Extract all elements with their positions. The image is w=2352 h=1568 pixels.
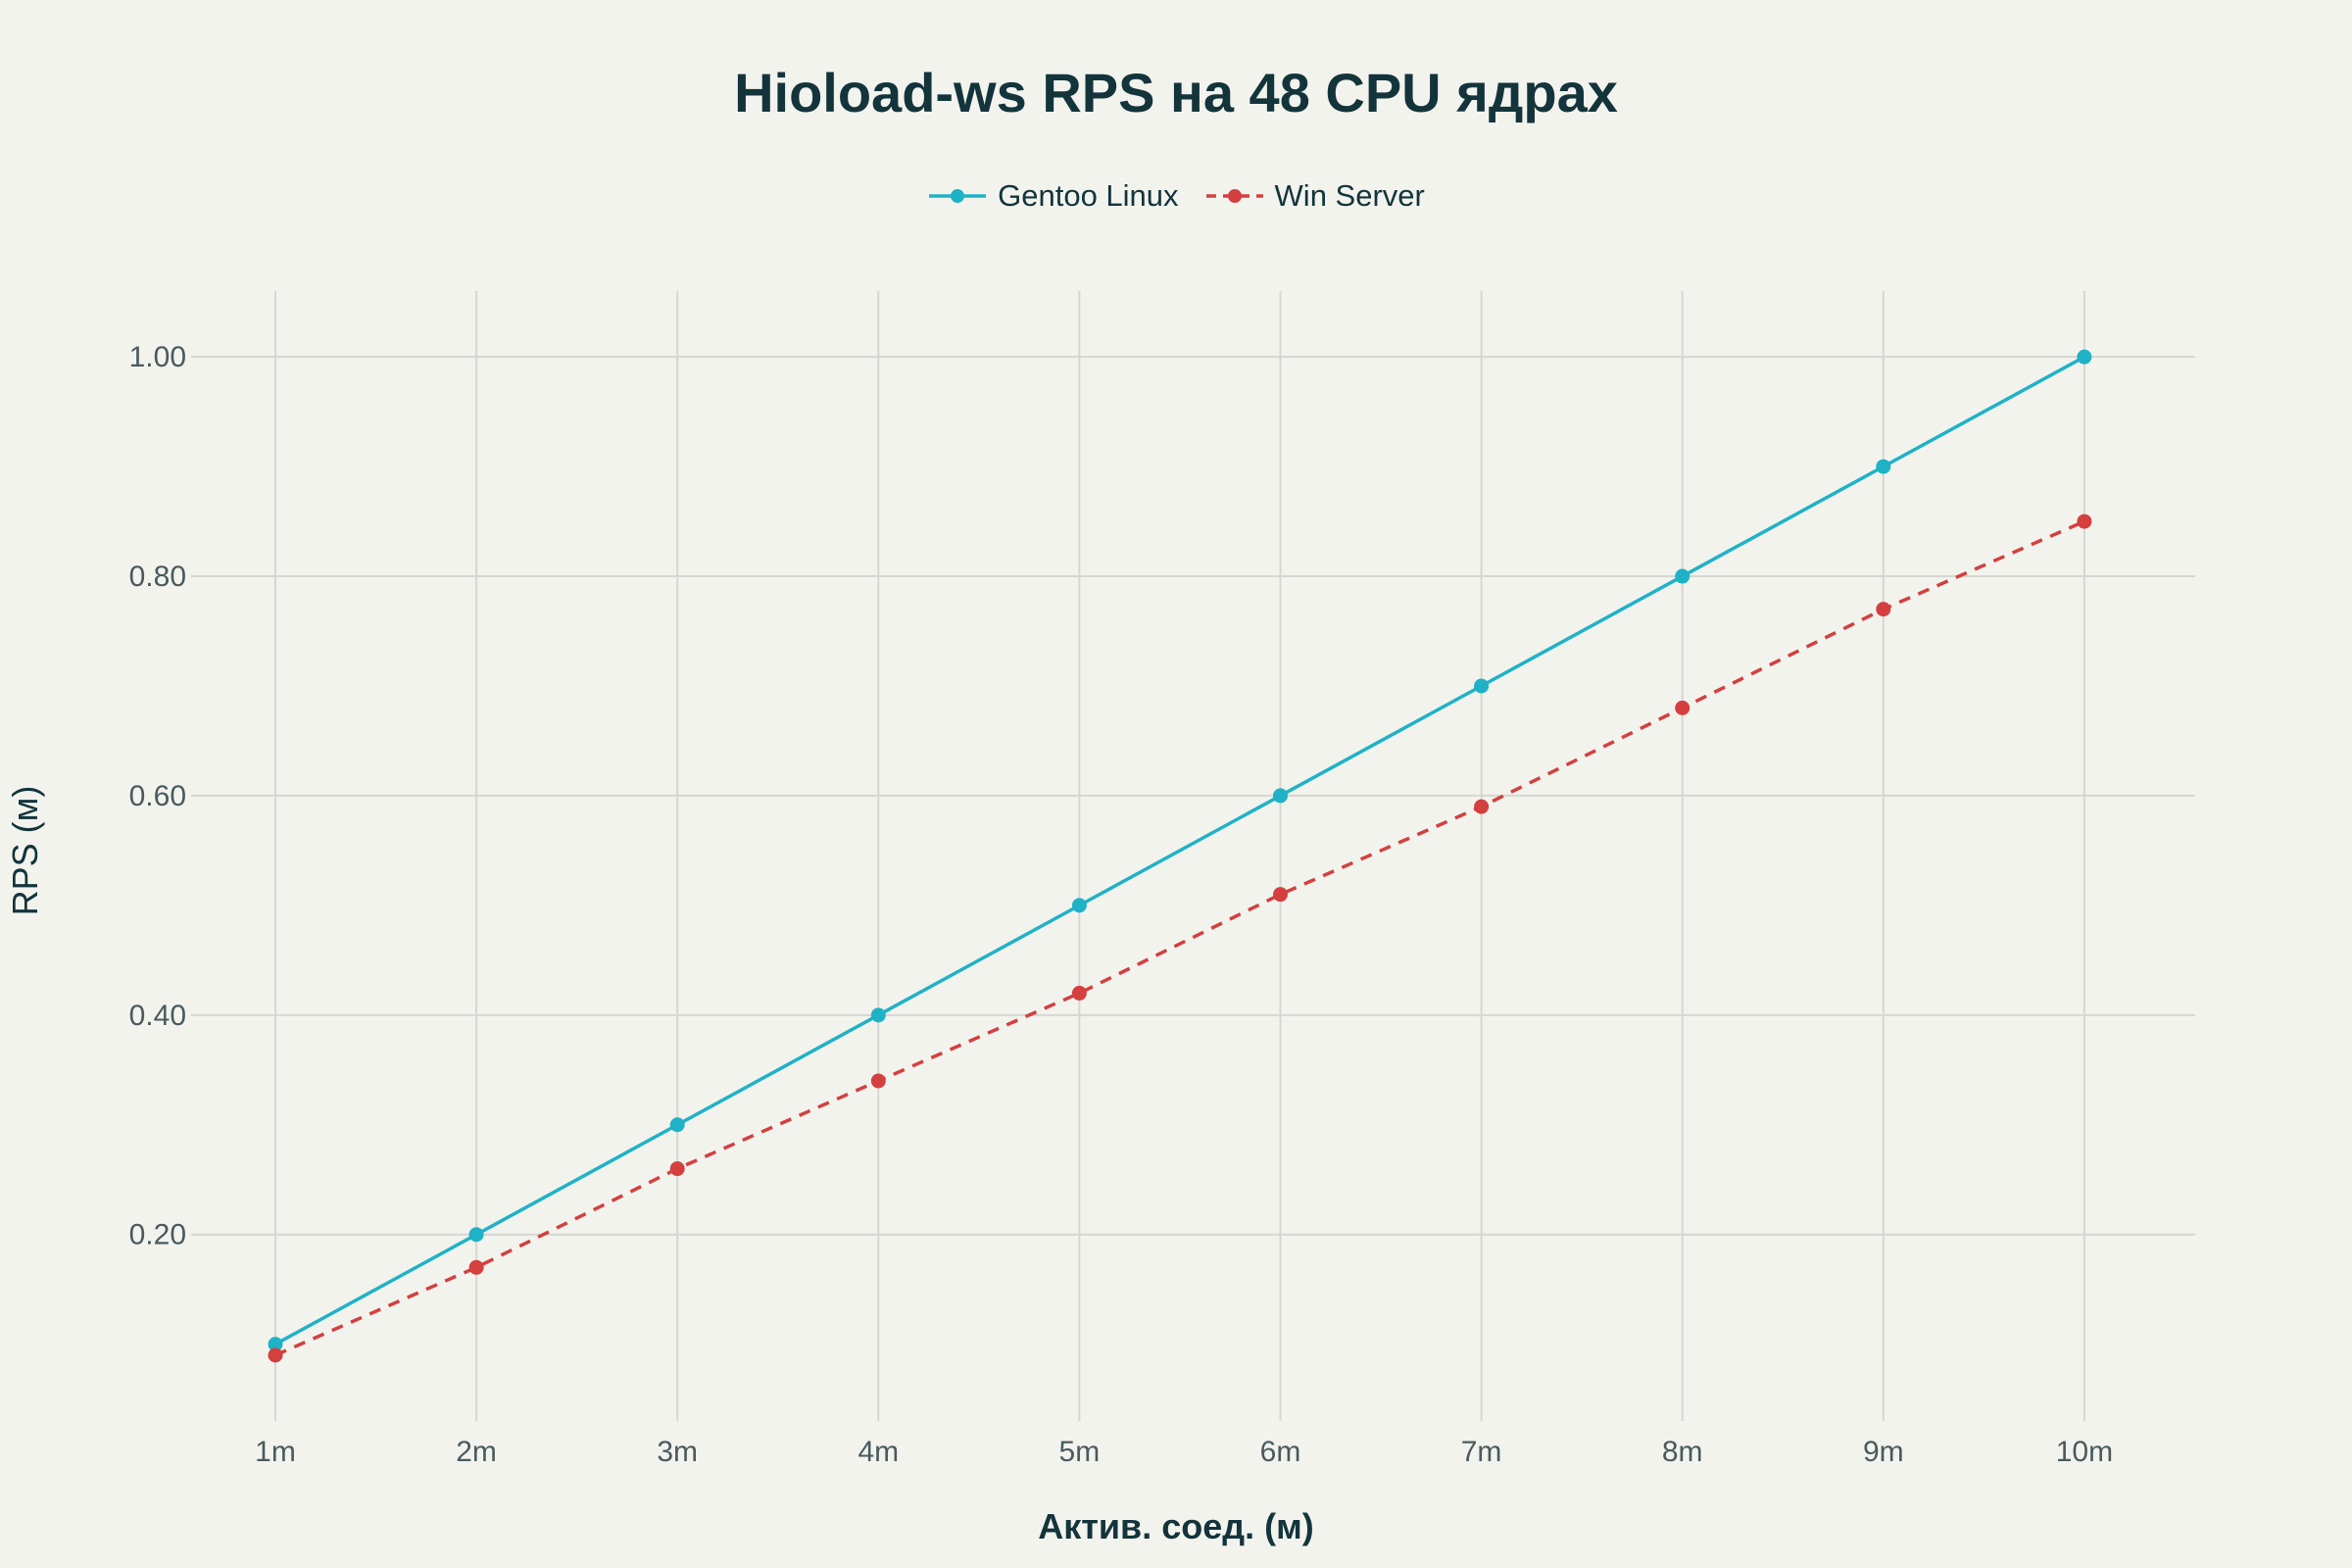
data-point-win-server	[268, 1348, 283, 1363]
y-tick-label: 0.20	[129, 1219, 186, 1251]
y-tick-label: 0.80	[129, 561, 186, 593]
legend-label-gentoo-linux: Gentoo Linux	[998, 178, 1179, 213]
chart-title: Hioload-ws RPS на 48 CPU ядрах	[734, 62, 1618, 123]
x-tick-label: 7m	[1461, 1436, 1502, 1468]
legend-swatch-win-server	[1205, 189, 1263, 203]
x-tick-label: 1m	[255, 1436, 296, 1468]
data-point-gentoo-linux	[1071, 898, 1087, 913]
data-point-win-server	[1876, 602, 1891, 617]
legend-item-win-server[interactable]: Win Server	[1204, 178, 1425, 214]
data-point-win-server	[870, 1073, 886, 1089]
legend-swatch-gentoo-linux	[929, 189, 987, 203]
data-point-gentoo-linux	[1675, 568, 1690, 584]
grid-layer	[191, 291, 2195, 1421]
x-axis-title: Актив. соед. (м)	[1038, 1506, 1314, 1546]
tick-layer: 1m 2m 3m 4m 5m 6m 7m 8m 9m 10m 0.20 0.40 0.60 0.80 1.0…	[129, 341, 2113, 1468]
data-point-win-server	[1675, 700, 1690, 715]
x-tick-label: 10m	[2056, 1436, 2113, 1468]
x-tick-label: 3m	[657, 1436, 698, 1468]
y-tick-label: 0.40	[129, 1000, 186, 1032]
data-point-gentoo-linux	[468, 1227, 484, 1243]
x-tick-label: 8m	[1662, 1436, 1703, 1468]
data-point-win-server	[2077, 514, 2092, 529]
y-tick-label: 1.00	[129, 341, 186, 373]
data-point-gentoo-linux	[870, 1007, 886, 1023]
x-tick-label: 6m	[1260, 1436, 1301, 1468]
data-point-gentoo-linux	[669, 1117, 685, 1133]
series-layer	[268, 349, 2092, 1363]
data-point-gentoo-linux	[1876, 459, 1891, 474]
data-point-win-server	[468, 1259, 484, 1275]
x-tick-label: 4m	[858, 1436, 899, 1468]
data-point-win-server	[1474, 799, 1490, 814]
y-tick-label: 0.60	[129, 780, 186, 812]
data-point-win-server	[1071, 985, 1087, 1001]
data-point-gentoo-linux	[1273, 788, 1288, 804]
data-point-win-server	[669, 1161, 685, 1177]
x-tick-label: 5m	[1059, 1436, 1101, 1468]
series-line-win-server	[274, 519, 2085, 1357]
data-point-gentoo-linux	[1474, 678, 1490, 694]
x-tick-label: 2m	[456, 1436, 497, 1468]
data-point-gentoo-linux	[2077, 349, 2092, 365]
data-point-win-server	[1273, 887, 1288, 903]
x-tick-label: 9m	[1863, 1436, 1904, 1468]
legend: Gentoo Linux Win Server	[0, 178, 2352, 214]
legend-label-win-server: Win Server	[1274, 178, 1425, 213]
series-line-gentoo-linux	[274, 355, 2085, 1347]
data-point-gentoo-linux	[268, 1337, 283, 1352]
legend-item-gentoo-linux[interactable]: Gentoo Linux	[927, 178, 1179, 214]
y-axis-title: RPS (м)	[5, 785, 45, 916]
